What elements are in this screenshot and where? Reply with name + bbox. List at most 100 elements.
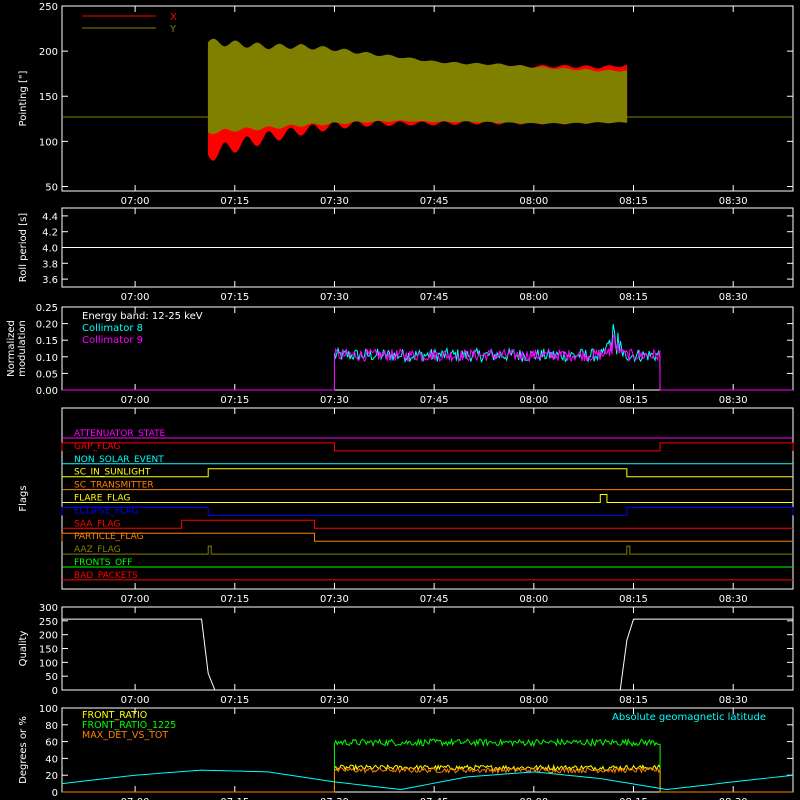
series-line-collimator-9	[62, 333, 793, 391]
y-tick-label: 40	[45, 754, 58, 765]
y-tick-label: 0.25	[36, 303, 58, 314]
panel-ratios: 07:00 07:15 07:30 07:45 08:00 08:15 08:30 Degre…	[18, 704, 794, 800]
geomagnetic-annotation: Absolute geomagnetic latitude	[612, 712, 766, 723]
y-axis-label: Degrees or %	[18, 716, 29, 784]
y-axis-label: Roll period [s]	[18, 213, 29, 282]
x-tick-label: 08:30	[719, 594, 748, 605]
legend-label: FRONT_RATIO	[82, 710, 147, 721]
x-tick-label: 08:30	[719, 292, 748, 303]
flag-label: BAD_PACKETS	[74, 571, 138, 581]
panel-flags: 07:00 07:15 07:30 07:45 08:00 08:15 08:30 Flags…	[18, 407, 794, 605]
series-line-collimator-8	[62, 324, 793, 391]
y-tick-label: 20	[45, 771, 58, 782]
y-tick-label: 200	[39, 47, 58, 58]
x-tick-label: 07:45	[420, 292, 449, 303]
y-axis-label: Pointing ["]	[18, 70, 29, 126]
legend-label: Collimator 8	[82, 323, 143, 334]
legend-label: Collimator 9	[82, 335, 143, 346]
y-tick-label: 100	[39, 658, 58, 669]
y-tick-label: 0	[52, 788, 58, 799]
x-tick-label: 08:30	[719, 797, 748, 800]
x-tick-label: 08:00	[519, 797, 548, 800]
x-tick-label: 07:00	[121, 395, 150, 406]
series-line-front-ratio-1225	[62, 737, 793, 793]
y-tick-label: 0.20	[36, 320, 58, 331]
y-tick-label: 100	[39, 704, 58, 715]
x-tick-label: 07:45	[420, 797, 449, 800]
flag-label: SC_IN_SUNLIGHT	[74, 468, 151, 478]
series-band-y	[207, 38, 628, 135]
flag-label: FRONTS_OFF	[74, 558, 132, 568]
quality-line	[62, 618, 793, 691]
panel-frame	[61, 306, 794, 391]
y-axis-label: Normalized	[6, 320, 17, 377]
x-tick-label: 07:00	[121, 292, 150, 303]
y-tick-label: 300	[39, 603, 58, 614]
y-tick-label: 250	[39, 2, 58, 13]
x-tick-label: 07:15	[220, 695, 249, 706]
y-tick-label: 0.00	[36, 386, 58, 397]
x-tick-label: 07:30	[320, 292, 349, 303]
y-axis-label: modulation	[17, 320, 28, 377]
y-tick-label: 150	[39, 645, 58, 656]
panel-pointing: 07:00 07:15 07:30 07:45 08:00 08:15 08:30 Point…	[18, 2, 794, 207]
flag-label: PARTICLE_FLAG	[74, 532, 144, 542]
y-tick-label: 4.4	[42, 212, 58, 223]
y-tick-label: 200	[39, 631, 58, 642]
panel-frame	[61, 707, 794, 793]
x-tick-label: 08:30	[719, 196, 748, 207]
panel-quality: 07:00 07:15 07:30 07:45 08:00 08:15 08:30 Quali…	[18, 603, 794, 706]
y-tick-label: 250	[39, 617, 58, 628]
x-tick-label: 08:15	[619, 395, 648, 406]
x-tick-label: 08:00	[519, 395, 548, 406]
y-tick-label: 80	[45, 721, 58, 732]
y-tick-label: 0.10	[36, 353, 58, 364]
x-tick-label: 07:00	[121, 196, 150, 207]
flag-line	[61, 506, 794, 516]
flag-line	[61, 442, 794, 452]
y-tick-label: 4.2	[42, 228, 58, 239]
y-tick-label: 0	[52, 686, 58, 697]
y-tick-label: 0.15	[36, 336, 58, 347]
y-tick-label: 4.0	[42, 244, 58, 255]
x-tick-label: 07:15	[220, 797, 249, 800]
y-tick-label: 150	[39, 92, 58, 103]
flag-line	[62, 468, 793, 478]
flag-line	[62, 494, 793, 503]
x-tick-label: 07:15	[220, 292, 249, 303]
x-tick-label: 07:15	[220, 594, 249, 605]
x-tick-label: 08:00	[519, 594, 548, 605]
y-tick-label: 100	[39, 137, 58, 148]
y-tick-label: 0.05	[36, 369, 58, 380]
y-axis-label: Flags	[18, 485, 29, 511]
flag-label: FLARE_FLAG	[74, 494, 130, 504]
panel-frame	[61, 407, 794, 590]
x-tick-label: 08:15	[619, 196, 648, 207]
x-tick-label: 08:15	[619, 292, 648, 303]
legend-label: FRONT_RATIO_1225	[82, 720, 176, 731]
legend-label: X	[170, 12, 177, 23]
flag-label: GAP_FLAG	[74, 442, 120, 452]
legend-label: MAX_DET_VS_TOT	[82, 730, 168, 741]
legend-label: Y	[169, 24, 177, 35]
y-axis-label: Quality	[18, 631, 29, 667]
flag-label: SC_TRANSMITTER	[74, 481, 154, 491]
y-tick-label: 60	[45, 738, 58, 749]
x-tick-label: 07:00	[121, 797, 150, 800]
x-tick-label: 07:45	[420, 594, 449, 605]
y-tick-label: 3.8	[42, 259, 58, 270]
series-line-absolute-geomagnetic-latitude	[61, 769, 794, 790]
panel-roll: 07:00 07:15 07:30 07:45 08:00 08:15 08:30 Roll …	[18, 207, 794, 303]
flag-line	[62, 545, 793, 555]
flag-label: NON_SOLAR_EVENT	[74, 455, 164, 465]
x-tick-label: 07:00	[121, 594, 150, 605]
y-tick-label: 3.6	[42, 275, 58, 286]
y-tick-label: 50	[45, 672, 58, 683]
flag-line	[62, 519, 793, 529]
flag-label: AAZ_FLAG	[74, 545, 121, 555]
x-tick-label: 07:45	[420, 196, 449, 207]
flag-label: SAA_FLAG	[74, 519, 120, 529]
flag-label: ATTENUATOR_STATE	[74, 429, 166, 439]
panel-frame	[61, 5, 794, 192]
